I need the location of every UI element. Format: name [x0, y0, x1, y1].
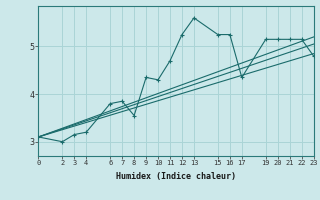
X-axis label: Humidex (Indice chaleur): Humidex (Indice chaleur)	[116, 172, 236, 181]
